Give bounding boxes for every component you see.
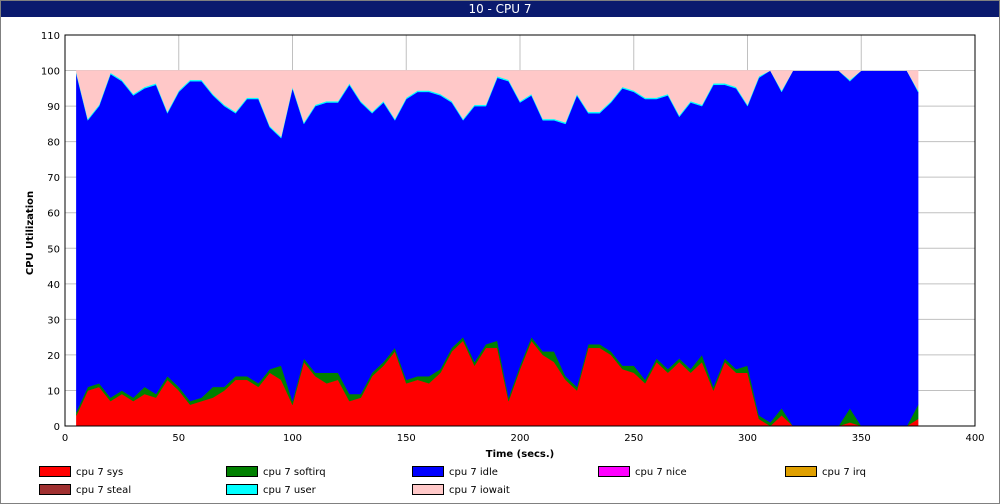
x-tick-label: 100 (283, 433, 302, 444)
legend-swatch (226, 465, 258, 477)
x-tick-label: 250 (624, 433, 643, 444)
y-tick-label: 0 (54, 422, 60, 433)
x-tick-label: 200 (510, 433, 529, 444)
y-tick-label: 70 (47, 173, 60, 184)
y-tick-label: 50 (47, 244, 60, 255)
legend-label: cpu 7 user (263, 485, 316, 496)
x-axis-label: Time (secs.) (486, 449, 555, 460)
y-tick-label: 90 (47, 102, 60, 113)
legend-label: cpu 7 irq (822, 467, 866, 478)
x-axis-ticks: 0 50 100 150 200 250 300 350 400 (62, 433, 985, 444)
legend-swatch (412, 465, 444, 477)
x-tick-label: 300 (738, 433, 757, 444)
y-tick-label: 40 (47, 280, 60, 291)
legend-item: cpu 7 sys (39, 465, 124, 480)
legend-item: cpu 7 iowait (412, 483, 510, 498)
legend-label: cpu 7 sys (76, 467, 124, 478)
x-tick-label: 0 (62, 433, 68, 444)
chart-legend: cpu 7 sys cpu 7 softirq cpu 7 idle cpu 7 ni… (1, 463, 999, 503)
legend-label: cpu 7 softirq (263, 467, 326, 478)
y-tick-label: 110 (41, 31, 60, 42)
plot-border (64, 34, 976, 427)
legend-item: cpu 7 softirq (226, 465, 326, 480)
x-tick-label: 150 (397, 433, 416, 444)
x-tick-label: 350 (852, 433, 871, 444)
x-tick-label: 400 (965, 433, 984, 444)
legend-swatch (39, 465, 71, 477)
y-tick-label: 100 (41, 67, 60, 78)
y-tick-label: 10 (47, 386, 60, 397)
legend-swatch (785, 465, 817, 477)
legend-swatch (598, 465, 630, 477)
legend-item: cpu 7 nice (598, 465, 687, 480)
legend-item: cpu 7 user (226, 483, 316, 498)
y-tick-label: 20 (47, 351, 60, 362)
legend-item: cpu 7 irq (785, 465, 866, 480)
legend-item: cpu 7 steal (39, 483, 132, 498)
y-tick-label: 30 (47, 315, 60, 326)
legend-label: cpu 7 iowait (449, 485, 510, 496)
y-axis-ticks: 0 10 20 30 40 50 60 70 80 90 100 110 (41, 31, 60, 433)
area-cpu-7-iowait (76, 70, 919, 138)
y-tick-label: 60 (47, 209, 60, 220)
legend-label: cpu 7 nice (635, 467, 687, 478)
legend-swatch (226, 483, 258, 495)
legend-swatch (412, 483, 444, 495)
legend-item: cpu 7 idle (412, 465, 498, 480)
y-axis-label: CPU Utilization (25, 191, 36, 275)
stacked-areas (76, 70, 919, 427)
cpu-utilization-chart: 0 10 20 30 40 50 60 70 80 90 100 110 0 50 100 150 200 25… (25, 31, 985, 460)
legend-label: cpu 7 steal (76, 485, 132, 496)
legend-label: cpu 7 idle (449, 467, 498, 478)
x-tick-label: 50 (172, 433, 185, 444)
legend-swatch (39, 483, 71, 495)
window-title: 10 - CPU 7 (1, 1, 999, 17)
y-tick-label: 80 (47, 138, 60, 149)
